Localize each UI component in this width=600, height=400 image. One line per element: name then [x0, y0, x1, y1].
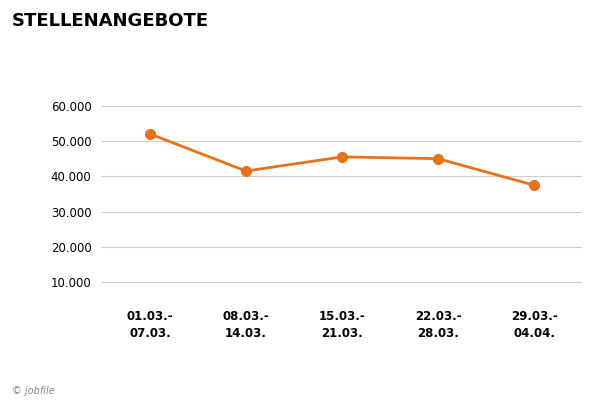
Text: STELLENANGEBOTE: STELLENANGEBOTE	[12, 12, 209, 30]
Text: © jobfile: © jobfile	[12, 386, 55, 396]
